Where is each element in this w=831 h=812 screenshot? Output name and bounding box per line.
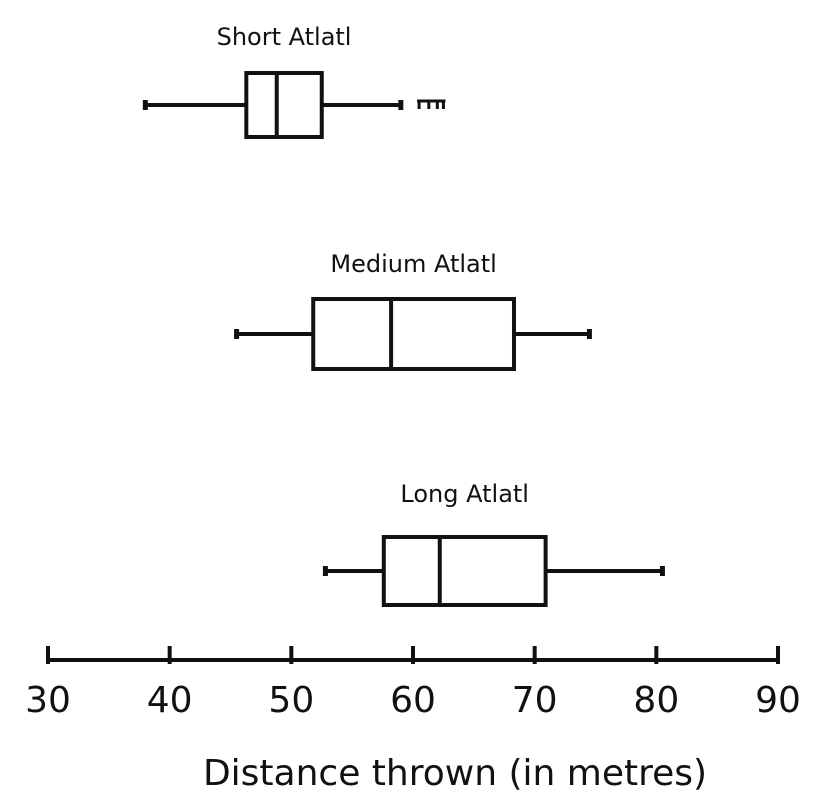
iqr-box: [381, 535, 548, 607]
x-axis-label: Distance thrown (in metres): [203, 753, 707, 794]
series-label: Short Atlatl: [217, 23, 352, 51]
iqr-box: [311, 297, 516, 371]
x-axis: 30 40 50 60 70 80 90: [25, 646, 801, 721]
box-long-atlatl: Long Atlatl: [322, 480, 665, 607]
box-short-atlatl: Short Atlatl: [142, 23, 446, 139]
tick-label: 70: [512, 680, 558, 721]
series-label: Long Atlatl: [400, 480, 529, 508]
tick-label: 60: [390, 680, 436, 721]
box-medium-atlatl: Medium Atlatl: [234, 250, 592, 371]
boxes-layer: Short Atlatl Medium Atlatl Long Atlatl: [142, 23, 665, 607]
series-label: Medium Atlatl: [330, 250, 496, 278]
tick-label: 50: [268, 680, 314, 721]
tick-label: 40: [147, 680, 193, 721]
tick-label: 90: [755, 680, 801, 721]
tick-label: 80: [633, 680, 679, 721]
iqr-box: [244, 71, 324, 139]
tick-label: 30: [25, 680, 71, 721]
